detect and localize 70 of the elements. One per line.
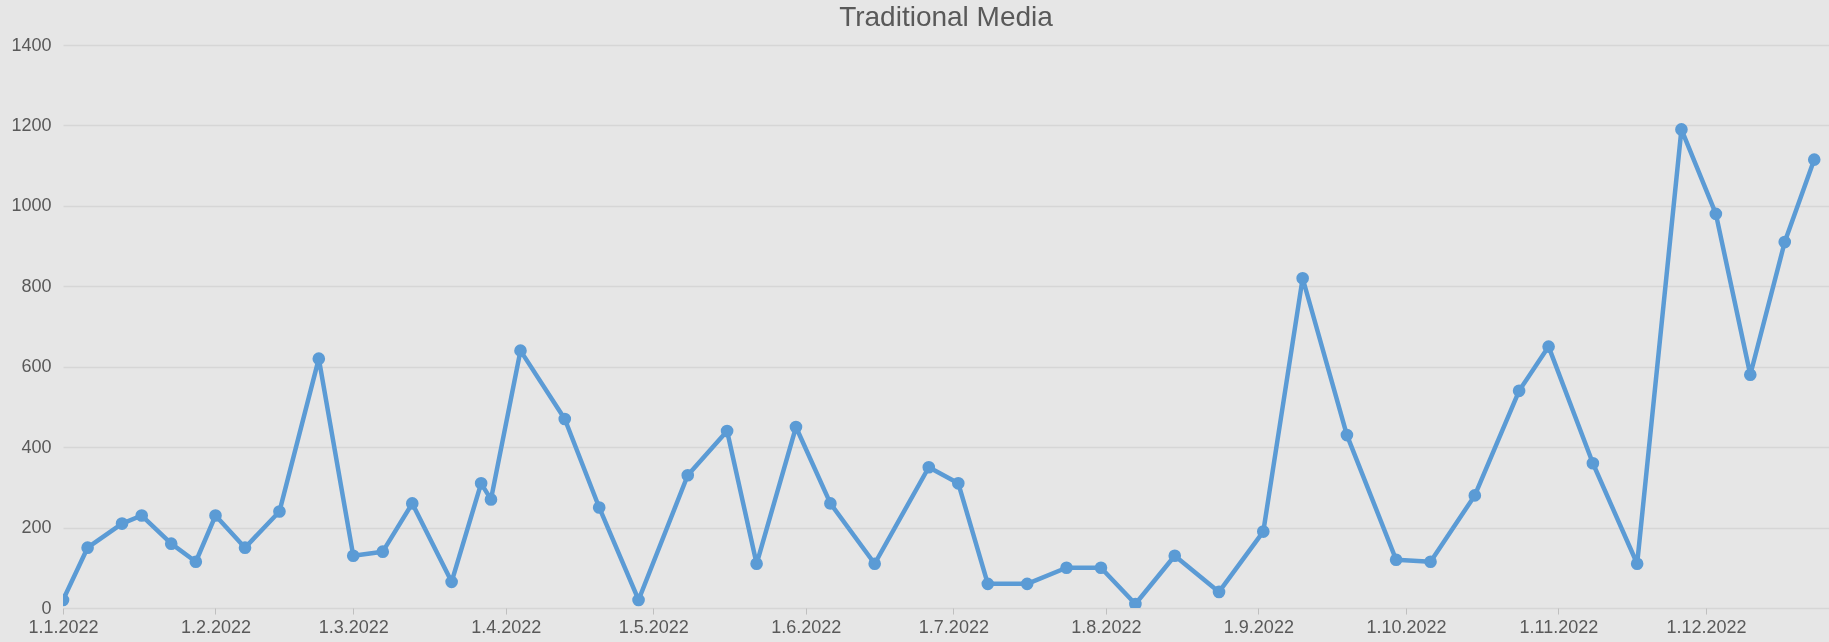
x-tick-label: 1.7.2022 [918,616,989,637]
point [346,549,360,563]
point [1709,207,1723,221]
point [1212,585,1226,599]
point [445,575,458,589]
point [405,497,419,510]
point [750,557,763,571]
point [1296,271,1309,285]
point [376,545,390,559]
y-tick-label: 1400 [11,34,52,55]
point [681,468,695,482]
point [1630,557,1644,571]
x-tick-label: 1.4.2022 [471,616,542,637]
point [1256,525,1270,538]
x-tick-label: 1.3.2022 [318,616,389,637]
point [1389,553,1403,567]
point [514,344,527,357]
x-tick-label: 1.12.2022 [1666,616,1747,637]
point [922,460,936,474]
point [1468,489,1482,502]
y-tick-label: 1000 [11,195,52,216]
point [789,420,803,434]
point [164,537,178,550]
point [951,477,965,490]
y-tick-label: 600 [21,356,52,377]
point [1675,123,1688,136]
point [209,509,222,522]
chart-title: Traditional Media [839,1,1054,32]
x-tick-label: 1.10.2022 [1366,616,1447,637]
point [632,593,645,607]
point [720,424,734,438]
x-tick-label: 1.1.2022 [28,616,99,637]
point [592,501,606,514]
point [1743,368,1757,382]
x-tick-label: 1.6.2022 [771,616,842,637]
x-tick-label: 1.9.2022 [1223,616,1294,637]
x-tick-label: 1.11.2022 [1519,616,1599,637]
point [1340,428,1354,442]
point [1424,555,1437,569]
point [1778,235,1792,249]
point [824,497,837,510]
point [115,517,129,530]
point [135,509,149,522]
point [81,541,94,554]
point [273,505,286,518]
point [981,577,995,591]
point [1060,561,1073,575]
y-tick-label: 800 [21,275,52,296]
point [558,412,572,426]
x-tick-label: 1.5.2022 [618,616,689,637]
y-tick-label: 200 [21,517,52,538]
point [474,477,488,490]
point [1020,577,1034,591]
y-tick-label: 0 [41,597,52,618]
y-tick-label: 1200 [11,114,52,135]
point [312,352,326,365]
point [189,555,203,569]
point [1129,597,1142,608]
point [1094,561,1108,575]
point [1586,456,1600,470]
point [1807,153,1821,166]
point [238,541,252,554]
point [1512,384,1526,398]
point [1542,340,1555,353]
point [1168,549,1182,563]
x-tick-label: 1.8.2022 [1071,616,1142,637]
point [484,493,498,506]
y-tick-label: 400 [21,436,52,457]
point [868,557,881,571]
x-tick-label: 1.2.2022 [180,616,252,637]
